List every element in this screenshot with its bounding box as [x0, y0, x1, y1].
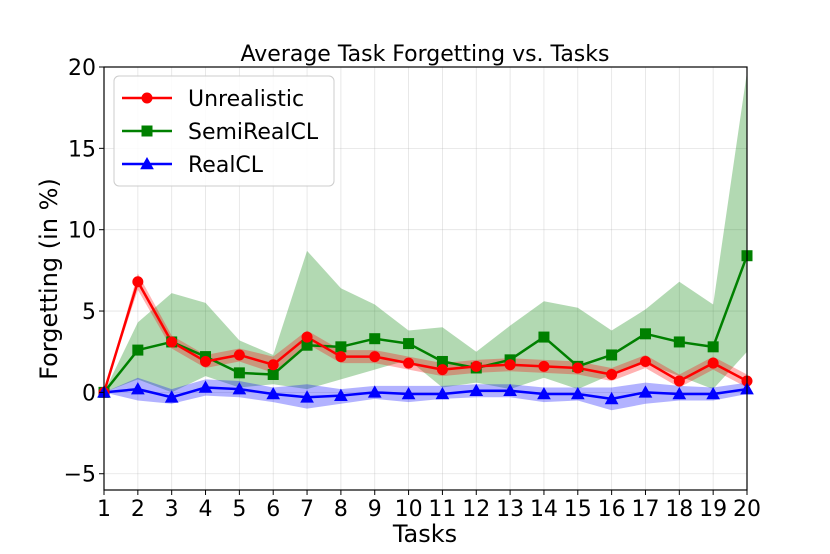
x-tick-label: 14	[530, 497, 558, 522]
unrealistic-point	[470, 360, 482, 372]
plot-frame	[103, 66, 748, 491]
x-tick-label: 11	[428, 497, 456, 522]
unrealistic-point	[369, 351, 381, 363]
unrealistic-point	[707, 357, 719, 369]
x-axis-label: Tasks	[392, 520, 457, 548]
x-tick-label: 13	[496, 497, 524, 522]
realcl-point	[604, 391, 619, 405]
unrealistic-line	[102, 280, 748, 393]
x-tick-label: 16	[598, 497, 626, 522]
realcl-point	[300, 390, 314, 403]
legend: Unrealistic SemiRealCL RealCL	[113, 75, 335, 187]
semirealcl-point	[267, 368, 279, 380]
semirealcl-point	[639, 328, 651, 340]
legend-realcl-marker	[140, 156, 154, 170]
x-tick-label: 18	[665, 497, 693, 522]
y-tick-label: 5	[82, 300, 96, 325]
legend-frame	[113, 75, 335, 187]
legend-unrealistic-label: Unrealistic	[188, 87, 304, 112]
x-tick-label: 9	[368, 497, 382, 522]
legend-unrealistic-marker	[141, 92, 153, 104]
series-markers	[97, 250, 754, 405]
legend-realcl-label: RealCL	[188, 153, 264, 178]
realcl-point	[130, 382, 145, 395]
unrealistic-point	[436, 364, 448, 376]
unrealistic-point	[403, 357, 415, 369]
y-tick-label: 20	[68, 56, 96, 81]
y-tick-label: 0	[82, 381, 96, 406]
realcl-point	[266, 386, 281, 400]
realcl-line	[103, 386, 748, 401]
unrealistic-point	[335, 351, 347, 363]
unrealistic-point	[639, 355, 651, 367]
x-tick-label: 5	[232, 497, 246, 522]
x-tick-label: 10	[395, 497, 423, 522]
realcl-point	[232, 382, 247, 395]
legend-semirealcl-label: SemiRealCL	[188, 120, 319, 145]
semirealcl-point	[233, 367, 245, 379]
legend-semirealcl-marker	[141, 125, 153, 137]
x-tick-label: 7	[300, 497, 314, 522]
x-tick-label: 19	[699, 497, 727, 522]
axis-ticks: 1 2 3 4 5 6 7 8 9 10 11 12 13 14 15 16 17 18 19 20−50510152…	[64, 56, 761, 522]
x-tick-label: 2	[131, 497, 145, 522]
semirealcl-point	[538, 331, 550, 343]
unrealistic-point	[166, 336, 178, 348]
series-lines	[102, 255, 749, 401]
realcl-point	[706, 386, 721, 400]
semirealcl-point	[369, 333, 381, 345]
unrealistic-point	[606, 368, 618, 380]
x-tick-label: 3	[165, 497, 179, 522]
semirealcl-point	[403, 338, 415, 350]
unrealistic-point	[301, 331, 313, 343]
realcl-point	[638, 385, 653, 398]
semirealcl-point	[606, 349, 618, 361]
unrealistic-point	[132, 276, 144, 288]
realcl-point	[537, 386, 551, 400]
semirealcl-band	[104, 71, 747, 393]
unrealistic-point	[538, 360, 550, 372]
realcl-point	[570, 386, 585, 400]
x-tick-label: 6	[266, 497, 280, 522]
realcl-point	[367, 385, 382, 398]
unrealistic-point	[267, 359, 279, 371]
chart-title: Average Task Forgetting vs. Tasks	[241, 42, 610, 67]
realcl-point	[334, 388, 348, 401]
semirealcl-point	[673, 336, 685, 348]
realcl-point	[469, 383, 484, 397]
y-axis-label: Forgetting (in %)	[35, 178, 63, 380]
realcl-point	[503, 383, 517, 397]
x-tick-label: 12	[462, 497, 490, 522]
realcl-point	[164, 390, 179, 403]
realcl-point	[401, 386, 416, 400]
x-tick-label: 4	[199, 497, 213, 522]
x-tick-label: 17	[631, 497, 659, 522]
realcl-point	[198, 380, 213, 393]
unrealistic-point	[572, 362, 584, 374]
unrealistic-point	[200, 355, 212, 367]
semirealcl-point	[707, 341, 719, 353]
x-tick-label: 20	[733, 497, 761, 522]
x-tick-label: 1	[97, 497, 111, 522]
semirealcl-point	[335, 341, 347, 353]
realcl-point	[435, 386, 450, 400]
unrealistic-point	[673, 375, 685, 387]
x-tick-label: 8	[334, 497, 348, 522]
y-tick-label: −5	[64, 463, 96, 488]
x-tick-label: 15	[564, 497, 592, 522]
semirealcl-point	[132, 344, 144, 356]
y-tick-label: 15	[68, 137, 96, 162]
unrealistic-point	[233, 349, 245, 361]
y-tick-label: 10	[68, 219, 96, 244]
realcl-point	[672, 386, 687, 400]
unrealistic-point	[504, 359, 516, 371]
